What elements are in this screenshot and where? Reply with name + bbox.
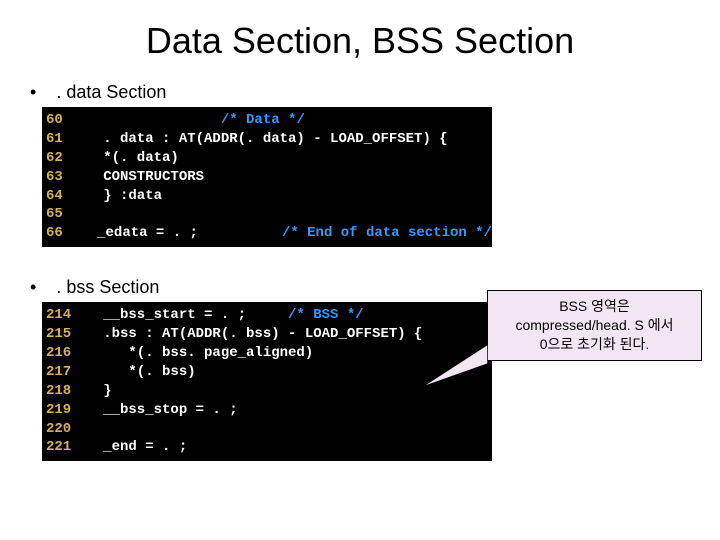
line-number: 63 <box>42 168 78 187</box>
code-line: 220 <box>42 420 492 439</box>
line-number: 218 <box>42 382 78 401</box>
line-number: 60 <box>42 111 78 130</box>
callout-line: BSS 영역은 <box>496 297 693 316</box>
line-number: 66 <box>42 224 72 243</box>
line-number: 61 <box>42 130 78 149</box>
line-number: 221 <box>42 438 78 457</box>
code-text: __bss_stop = . ; <box>78 401 238 420</box>
code-text: .bss : AT(ADDR(. bss) - LOAD_OFFSET) { <box>78 325 422 344</box>
line-number: 217 <box>42 363 78 382</box>
bullet-text: . bss Section <box>56 277 159 298</box>
code-text <box>78 111 221 130</box>
code-text: _end = . ; <box>78 438 187 457</box>
line-number: 219 <box>42 401 78 420</box>
code-text: *(. bss. page_aligned) <box>78 344 313 363</box>
code-line: 219 __bss_stop = . ; <box>42 401 492 420</box>
callout-line: 0으로 초기화 된다. <box>496 335 693 354</box>
code-line: 64 } :data <box>42 187 492 206</box>
callout-line: compressed/head. S 에서 <box>496 316 693 335</box>
line-number: 220 <box>42 420 78 439</box>
line-number: 216 <box>42 344 78 363</box>
code-text: CONSTRUCTORS <box>78 168 204 187</box>
line-number: 215 <box>42 325 78 344</box>
bullet-dot: • <box>30 82 36 103</box>
bullet-text: . data Section <box>56 82 166 103</box>
callout-pointer-icon <box>418 336 488 396</box>
code-text: } <box>78 382 112 401</box>
slide-title: Data Section, BSS Section <box>0 0 720 74</box>
line-number: 62 <box>42 149 78 168</box>
code-line: 61 . data : AT(ADDR(. data) - LOAD_OFFSE… <box>42 130 492 149</box>
code-line: 214 __bss_start = . ; /* BSS */ <box>42 306 492 325</box>
code-line: 63 CONSTRUCTORS <box>42 168 492 187</box>
callout-box: BSS 영역은 compressed/head. S 에서 0으로 초기화 된다… <box>487 290 702 361</box>
code-line: 66 _edata = . ; /* End of data section *… <box>42 224 492 243</box>
line-number: 65 <box>42 205 78 224</box>
code-text: *(. bss) <box>78 363 196 382</box>
code-comment: /* End of data section */ <box>282 224 492 243</box>
line-number: 64 <box>42 187 78 206</box>
bullet-data-section: • . data Section <box>0 82 720 103</box>
code-text: _edata = . ; <box>72 224 282 243</box>
code-text: *(. data) <box>78 149 179 168</box>
code-line: 60 /* Data */ <box>42 111 492 130</box>
code-line: 65 <box>42 205 492 224</box>
code-comment: /* BSS */ <box>288 306 364 325</box>
code-text: . data : AT(ADDR(. data) - LOAD_OFFSET) … <box>78 130 448 149</box>
code-text: } :data <box>78 187 162 206</box>
bullet-dot: • <box>30 277 36 298</box>
line-number: 214 <box>42 306 78 325</box>
code-comment: /* Data */ <box>221 111 305 130</box>
code-text: __bss_start = . ; <box>78 306 288 325</box>
code-line: 221 _end = . ; <box>42 438 492 457</box>
code-block-data: 60 /* Data */61 . data : AT(ADDR(. data)… <box>42 107 492 247</box>
code-line: 62 *(. data) <box>42 149 492 168</box>
